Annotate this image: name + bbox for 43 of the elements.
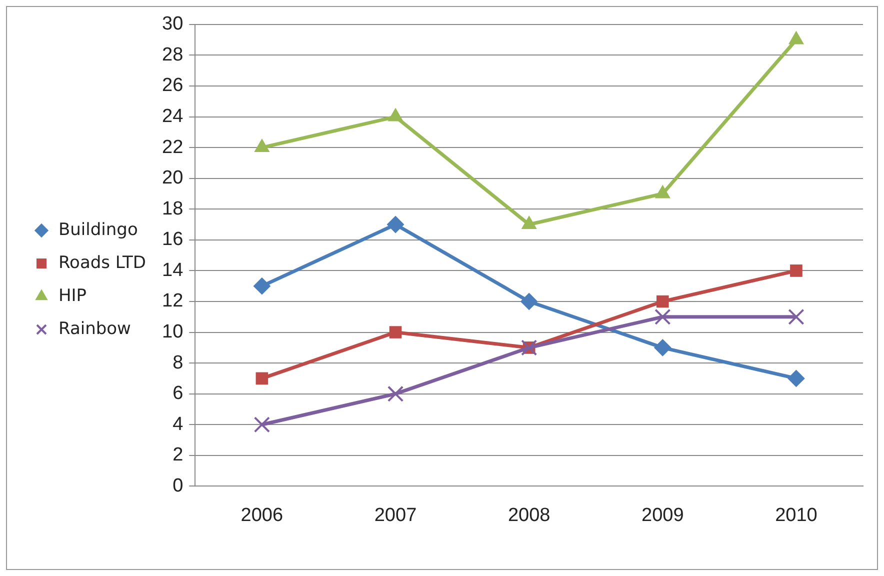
legend-label: Buildingo [58, 220, 138, 240]
y-tick-label: 10 [162, 322, 184, 342]
point [656, 295, 669, 308]
y-tick-label: 0 [172, 475, 184, 496]
y-tick-label: 16 [162, 229, 184, 250]
point [254, 416, 270, 433]
point [388, 108, 403, 122]
point [253, 278, 270, 295]
point [655, 185, 670, 198]
x-tick-label: 2006 [240, 504, 284, 526]
y-tick-label: 20 [162, 168, 184, 189]
y-tick-label: 8 [172, 352, 184, 374]
x-tick-label: 2010 [775, 504, 818, 526]
point [387, 386, 404, 402]
point [389, 326, 402, 338]
y-tick-label: 26 [162, 75, 184, 96]
point [387, 216, 404, 234]
point [788, 308, 804, 325]
y-tick-label: 30 [162, 14, 184, 35]
point [654, 308, 671, 325]
y-tick-label: 18 [162, 198, 184, 220]
point [790, 264, 802, 277]
point [520, 292, 538, 310]
point [256, 372, 268, 385]
x-tick-label: 2007 [374, 504, 417, 526]
legend-label: HIP [58, 286, 87, 306]
y-tick-label: 14 [162, 260, 184, 281]
y-tick-label: 22 [162, 136, 184, 158]
point [788, 370, 805, 387]
y-tick-label: 28 [162, 44, 184, 66]
y-tick-label: 12 [162, 290, 184, 312]
y-tick-label: 2 [172, 444, 184, 466]
x-tick-label: 2009 [642, 504, 684, 526]
x-tick-label: 2008 [508, 504, 550, 526]
y-tick-label: 6 [172, 383, 184, 404]
point [788, 31, 804, 44]
y-tick-label: 4 [172, 414, 184, 435]
point [522, 216, 537, 230]
legend-label: Roads LTD [58, 252, 146, 273]
legend-label: Rainbow [58, 318, 132, 339]
point [654, 339, 672, 356]
point [254, 139, 270, 152]
y-tick-label: 24 [162, 106, 184, 127]
